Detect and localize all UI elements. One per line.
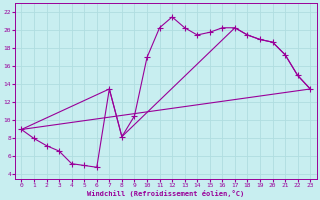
X-axis label: Windchill (Refroidissement éolien,°C): Windchill (Refroidissement éolien,°C) (87, 190, 244, 197)
